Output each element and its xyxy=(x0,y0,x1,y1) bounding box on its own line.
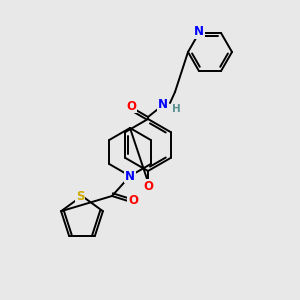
Text: S: S xyxy=(76,190,84,202)
Text: H: H xyxy=(172,104,181,114)
Text: O: O xyxy=(143,179,153,193)
Text: O: O xyxy=(126,100,136,112)
Text: N: N xyxy=(194,26,204,38)
Text: O: O xyxy=(128,194,138,208)
Text: N: N xyxy=(158,98,168,112)
Text: N: N xyxy=(125,169,135,182)
